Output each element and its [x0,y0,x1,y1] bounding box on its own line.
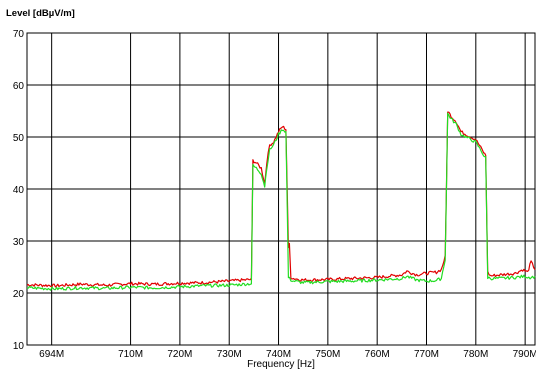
y-tick-label: 60 [13,81,25,92]
x-tick-label: 720M [167,349,192,360]
x-tick-label: 790M [513,349,536,360]
y-axis-title: Level [dBµV/m] [6,8,75,19]
y-tick-label: 40 [13,185,25,196]
y-tick-labels: 10 20 30 40 50 60 70 [13,29,25,352]
series-lines [26,111,536,291]
x-tick-label: 730M [217,349,242,360]
x-tick-label: 750M [315,349,340,360]
x-tick-label: 770M [414,349,439,360]
y-tick-label: 70 [13,29,25,40]
x-tick-label: 760M [365,349,390,360]
y-tick-label: 50 [13,133,25,144]
x-axis-title: Frequency [Hz] [247,359,315,370]
y-tick-label: 30 [13,237,25,248]
grid-lines [27,33,535,345]
x-tick-labels: 694M 710M 720M 730M 740M 750M 760M 770M 780M 790M [39,349,536,360]
series-line-2 [26,112,536,291]
x-tick-label: 694M [39,349,64,360]
x-tick-label: 740M [266,349,291,360]
y-tick-label: 20 [13,289,25,300]
x-tick-label: 710M [118,349,143,360]
x-tick-label: 780M [463,349,488,360]
y-tick-label: 10 [13,341,25,352]
